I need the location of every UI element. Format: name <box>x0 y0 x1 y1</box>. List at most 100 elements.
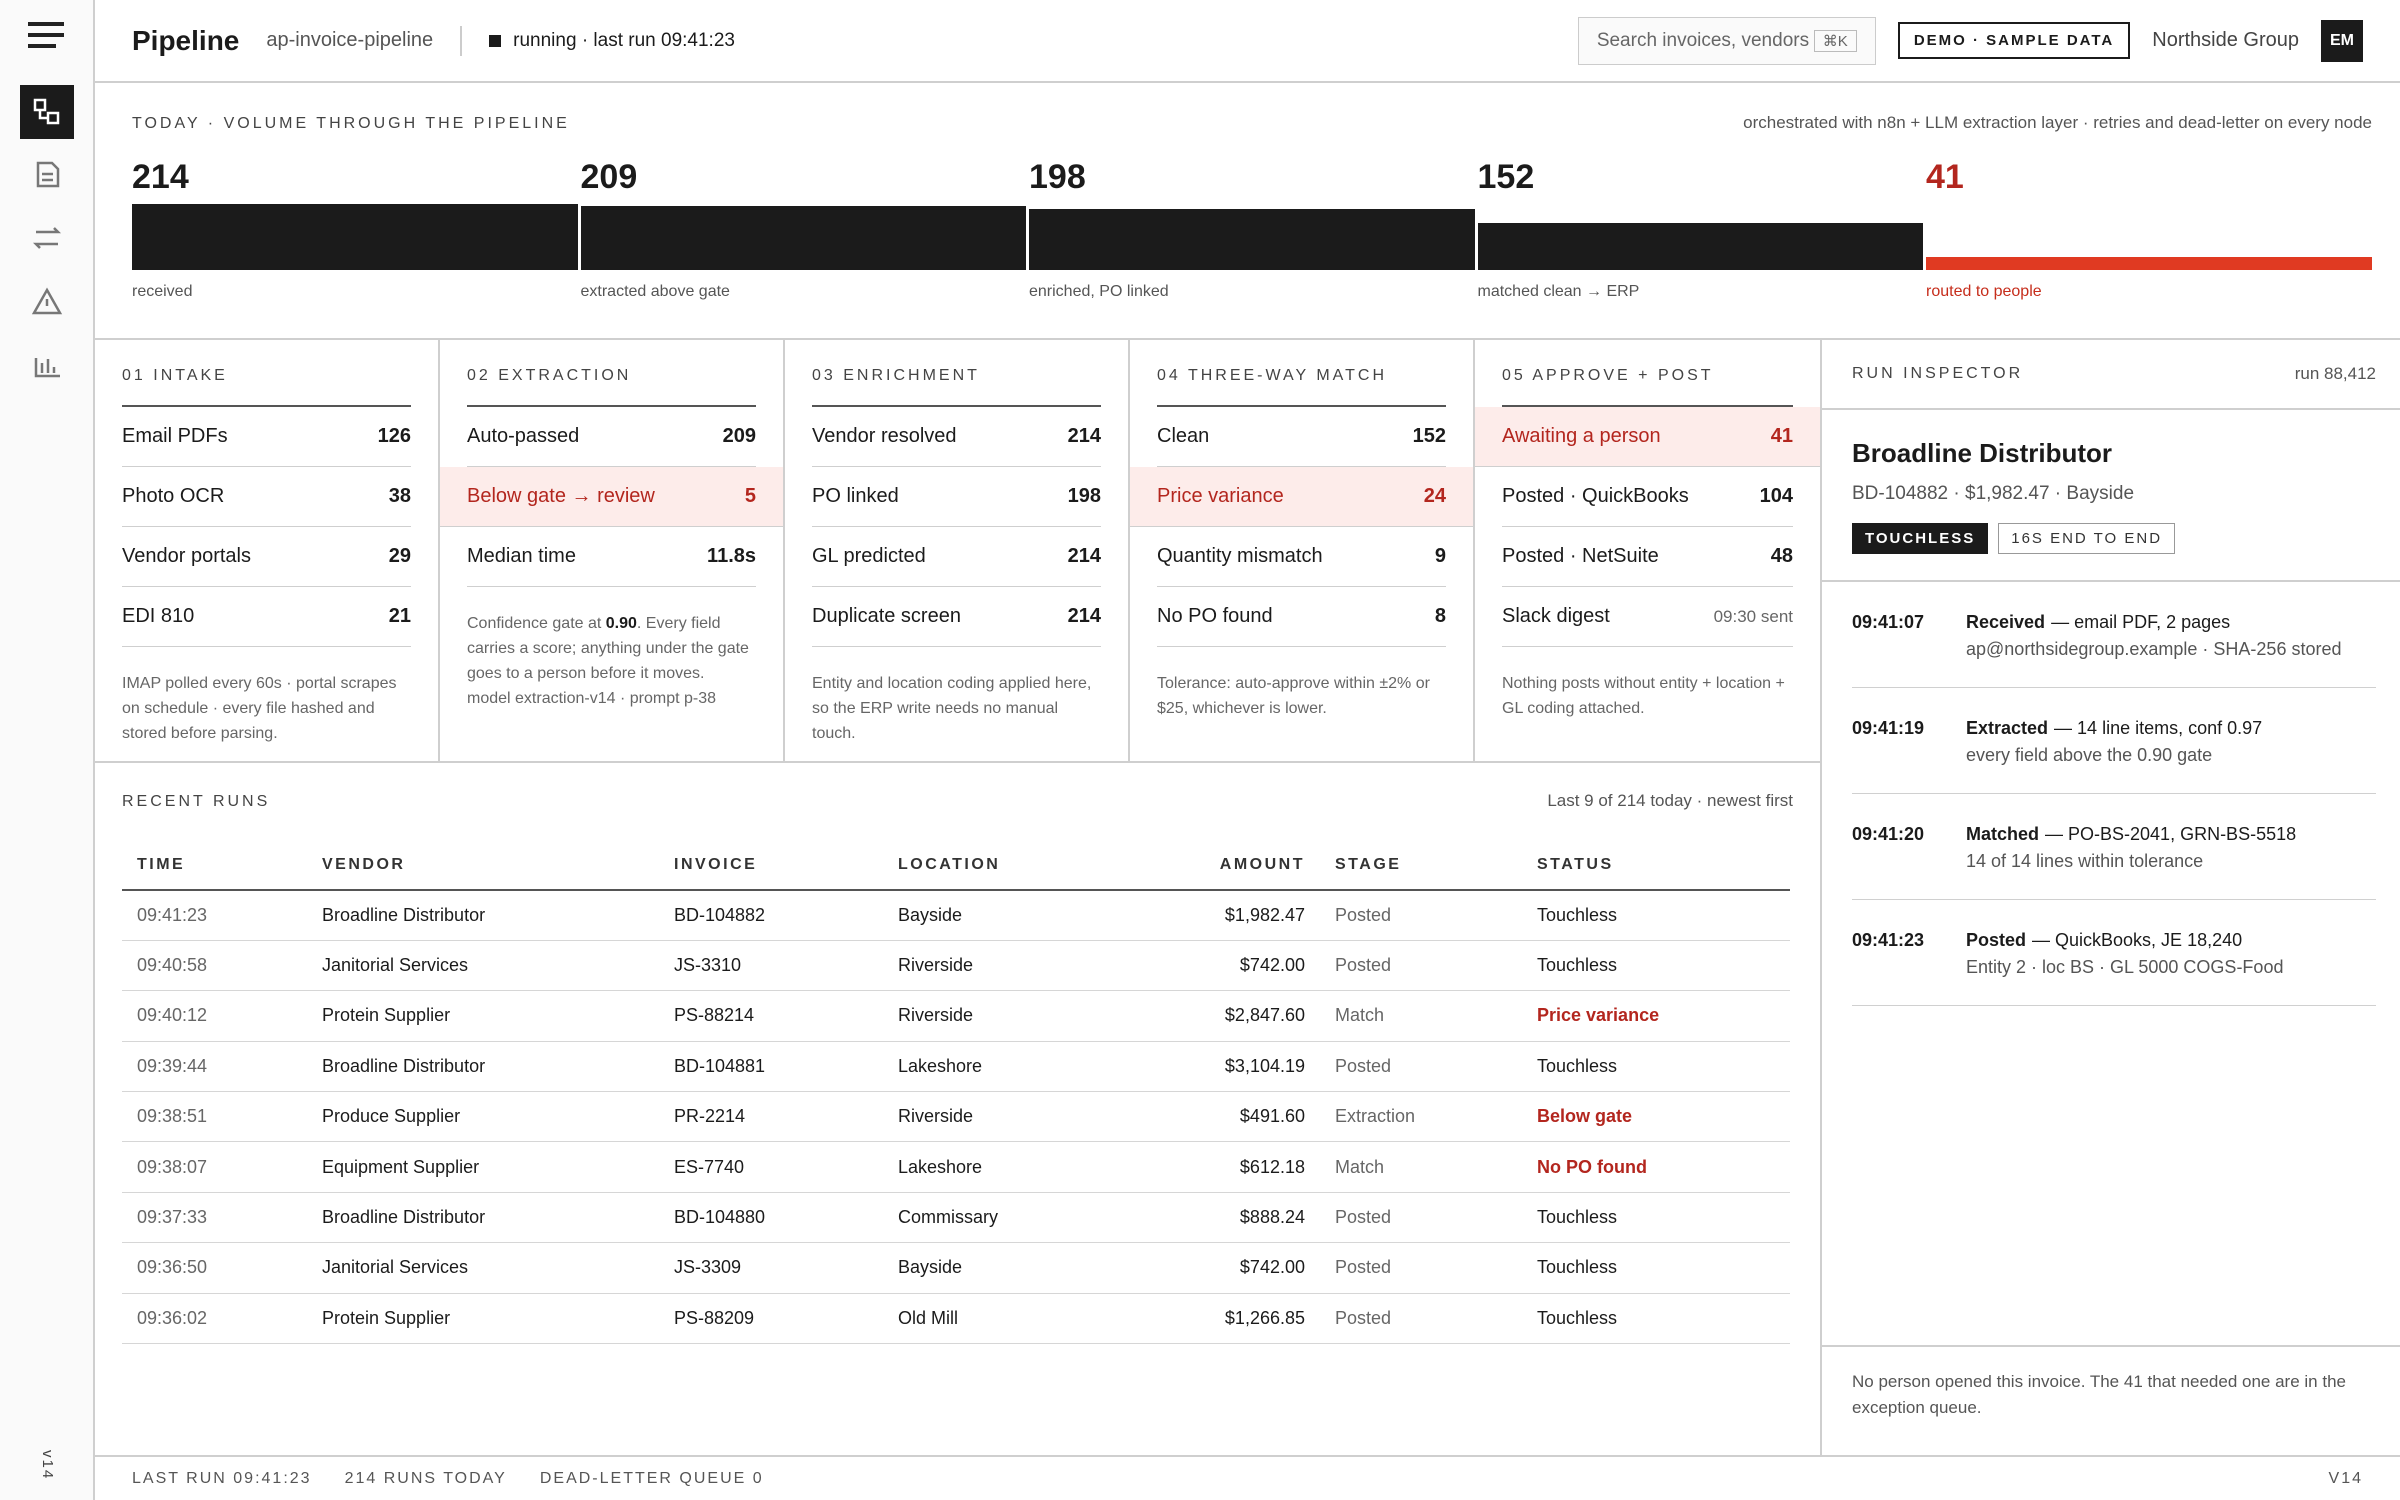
funnel-value: 209 <box>580 158 638 196</box>
stage-card: 02 EXTRACTION Auto-passed 209 Below gate → … <box>440 340 785 761</box>
recent-runs: RECENT RUNS Last 9 of 214 today · newest… <box>95 763 1820 1455</box>
stage-title: 04 THREE-WAY MATCH <box>1157 367 1388 384</box>
cell-location: Riverside <box>883 940 1143 992</box>
event-detail: — QuickBooks, JE 18,240 <box>2032 930 2243 950</box>
row-label: Photo OCR <box>122 485 225 507</box>
run-row[interactable]: 09:41:23 Broadline Distributor BD-104882 Ba… <box>122 890 1790 941</box>
row-value: 48 <box>1770 545 1793 567</box>
cell-amount: $2,847.60 <box>1143 990 1320 1042</box>
stage-row: Slack digest 09:30 sent <box>1502 587 1793 647</box>
cell-status: No PO found <box>1522 1141 1790 1193</box>
stage-title: 03 ENRICHMENT <box>812 367 980 384</box>
nav-runs[interactable] <box>32 227 62 249</box>
footer-item: DEAD-LETTER QUEUE 0 <box>539 1469 764 1487</box>
row-label: Clean <box>1157 425 1210 447</box>
row-label: Below gate → review <box>467 485 655 507</box>
run-row[interactable]: 09:36:50 Janitorial Services JS-3309 Baysid… <box>122 1242 1790 1294</box>
stage-card: 03 ENRICHMENT Vendor resolved 214 PO linked… <box>785 340 1130 761</box>
funnel-value: 41 <box>1926 158 1964 196</box>
cell-vendor: Janitorial Services <box>307 1242 659 1294</box>
row-value: 24 <box>1423 485 1446 507</box>
cell-status: Touchless <box>1522 940 1790 992</box>
event-body: Extracted — 14 line items, conf 0.97 every… <box>1966 715 2262 769</box>
row-value: 5 <box>744 485 756 507</box>
row-value: 09:30 sent <box>1713 606 1793 626</box>
note-model: model extraction-v14 · prompt p-38 <box>467 690 716 707</box>
cell-location: Commissary <box>883 1192 1143 1244</box>
row-label: GL predicted <box>812 545 926 567</box>
funnel-bar <box>1477 223 1923 270</box>
row-value: 214 <box>1067 425 1101 447</box>
org-name[interactable]: Northside Group <box>2152 29 2299 51</box>
stage-card: 05 APPROVE + POST Awaiting a person 41 Post… <box>1475 340 1820 761</box>
run-row[interactable]: 09:40:58 Janitorial Services JS-3310 Rivers… <box>122 940 1790 992</box>
rule <box>122 405 411 407</box>
cell-vendor: Protein Supplier <box>307 990 659 1042</box>
stage-row: Price variance 24 <box>1130 467 1473 527</box>
cell-status: Touchless <box>1522 1293 1790 1345</box>
cell-location: Old Mill <box>883 1293 1143 1345</box>
cell-vendor: Broadline Distributor <box>307 1041 659 1093</box>
row-label: Posted · NetSuite <box>1502 545 1659 567</box>
event-time: 09:41:19 <box>1852 718 1925 738</box>
cell-invoice: PR-2214 <box>659 1091 883 1143</box>
event: 09:41:23 Posted — QuickBooks, JE 18,240 Ent… <box>1852 900 2376 1006</box>
search-box[interactable]: Search invoices, vendors ⌘K <box>1577 16 1876 65</box>
row-value: 214 <box>1067 605 1101 627</box>
run-row[interactable]: 09:39:44 Broadline Distributor BD-104881 La… <box>122 1041 1790 1093</box>
row-label: Auto-passed <box>467 425 580 447</box>
stage-title: 01 INTAKE <box>122 367 228 384</box>
run-row[interactable]: 09:37:33 Broadline Distributor BD-104880 Co… <box>122 1192 1790 1244</box>
run-row[interactable]: 09:40:12 Protein Supplier PS-88214 Riversid… <box>122 990 1790 1042</box>
row-value: 11.8s <box>707 545 756 567</box>
row-label: Price variance <box>1157 485 1284 507</box>
row-label: Awaiting a person <box>1502 425 1661 447</box>
cell-time: 09:41:23 <box>122 890 307 941</box>
run-row[interactable]: 09:36:02 Protein Supplier PS-88209 Old Mill… <box>122 1293 1790 1345</box>
funnel-stage-label: extracted above gate <box>580 283 730 300</box>
funnel-label: TODAY · VOLUME THROUGH THE PIPELINE <box>132 115 570 132</box>
rule <box>1502 405 1793 407</box>
cell-stage: Posted <box>1320 1293 1522 1345</box>
cell-vendor: Broadline Distributor <box>307 1192 659 1244</box>
cell-time: 09:36:02 <box>122 1293 307 1345</box>
stage-row: EDI 810 21 <box>122 587 411 647</box>
cell-stage: Posted <box>1320 1192 1522 1244</box>
cell-location: Riverside <box>883 990 1143 1042</box>
page-title: Pipeline <box>132 24 240 56</box>
avatar[interactable]: EM <box>2321 19 2363 62</box>
cell-location: Riverside <box>883 1091 1143 1143</box>
stage-row: Photo OCR 38 <box>122 467 411 527</box>
stage-note: Entity and location coding applied here,… <box>812 675 1092 742</box>
cell-time: 09:36:50 <box>122 1242 307 1294</box>
cell-time: 09:40:12 <box>122 990 307 1042</box>
cell-amount: $742.00 <box>1143 1242 1320 1294</box>
stage-row: Quantity mismatch 9 <box>1157 527 1446 587</box>
stage-row: No PO found 8 <box>1157 587 1446 647</box>
nav-documents[interactable] <box>36 161 60 188</box>
invoice-meta: BD-104882 · $1,982.47 · Bayside <box>1852 483 2135 504</box>
event-body: Matched — PO-BS-2041, GRN-BS-5518 14 of 14… <box>1966 821 2296 875</box>
row-value: 38 <box>388 485 411 507</box>
demo-badge: DEMO · SAMPLE DATA <box>1897 22 2131 59</box>
funnel-bar <box>580 205 1026 270</box>
stage-note: Nothing posts without entity + location … <box>1502 675 1785 717</box>
cell-status: Touchless <box>1522 890 1790 941</box>
run-row[interactable]: 09:38:51 Produce Supplier PR-2214 Riverside… <box>122 1091 1790 1143</box>
sidebar: v14 <box>0 0 95 1500</box>
note-gate: 0.90 <box>605 615 637 632</box>
funnel-value: 214 <box>132 158 189 196</box>
funnel-stage-label: received <box>132 283 193 300</box>
note-text: . Every field carries a score; anything … <box>467 615 749 682</box>
stage-row: Posted · QuickBooks 104 <box>1502 467 1793 527</box>
nav-reports[interactable] <box>34 358 60 378</box>
run-row[interactable]: 09:38:07 Equipment Supplier ES-7740 Lakesho… <box>122 1141 1790 1193</box>
row-label: Quantity mismatch <box>1157 545 1323 567</box>
run-status: running · last run 09:41:23 <box>513 29 735 51</box>
event-time: 09:41:23 <box>1852 930 1925 950</box>
nav-exceptions[interactable] <box>31 287 63 315</box>
funnel-bar <box>132 204 578 270</box>
run-inspector: RUN INSPECTOR run 88,412 Broadline Distrib… <box>1820 340 2400 1455</box>
column-header: STAGE <box>1320 840 1522 891</box>
row-label: Vendor portals <box>122 545 251 567</box>
